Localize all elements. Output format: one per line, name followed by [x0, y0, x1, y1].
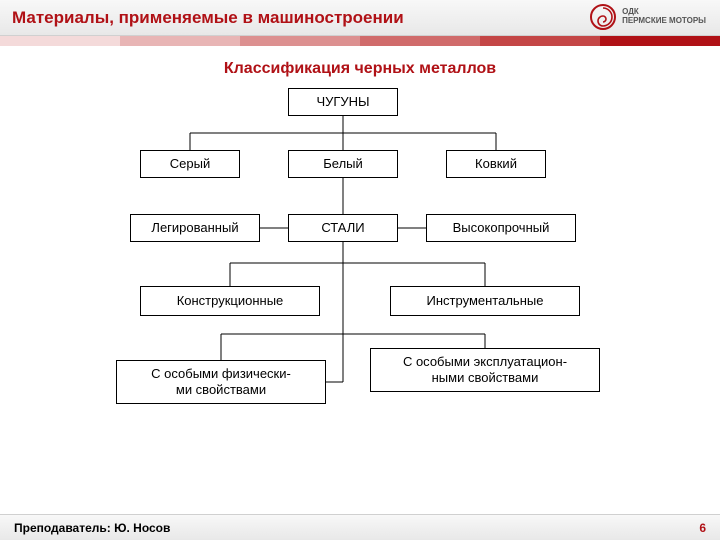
teacher-label: Преподаватель: Ю. Носов — [14, 521, 170, 535]
band-segment — [360, 36, 480, 46]
node-instr: Инструментальные — [390, 286, 580, 316]
node-chuguny: ЧУГУНЫ — [288, 88, 398, 116]
node-kovkiy: Ковкий — [446, 150, 546, 178]
header-title: Материалы, применяемые в машиностроении — [12, 8, 404, 28]
node-belyi: Белый — [288, 150, 398, 178]
footer-bar: Преподаватель: Ю. Носов 6 — [0, 514, 720, 540]
band-segment — [480, 36, 600, 46]
band-segment — [120, 36, 240, 46]
node-ekspl: С особыми эксплуатацион-ными свойствами — [370, 348, 600, 392]
logo-block: ОДК ПЕРМСКИЕ МОТОРЫ — [590, 4, 706, 30]
band-segment — [240, 36, 360, 46]
band-segment — [0, 36, 120, 46]
logo-text: ОДК ПЕРМСКИЕ МОТОРЫ — [622, 8, 706, 26]
node-legir: Легированный — [130, 214, 260, 242]
node-vysoko: Высокопрочный — [426, 214, 576, 242]
logo-swirl-icon — [590, 4, 616, 30]
node-seryi: Серый — [140, 150, 240, 178]
page-number: 6 — [699, 521, 706, 535]
node-fizich: С особыми физически-ми свойствами — [116, 360, 326, 404]
band-segment — [600, 36, 720, 46]
classification-diagram: ЧУГУНЫ Серый Белый Ковкий Легированный СТАЛИ В… — [80, 88, 640, 488]
logo-line2: ПЕРМСКИЕ МОТОРЫ — [622, 17, 706, 26]
red-gradient-band — [0, 36, 720, 46]
header-bar: Материалы, применяемые в машиностроении … — [0, 0, 720, 36]
node-konstr: Конструкционные — [140, 286, 320, 316]
node-stali: СТАЛИ — [288, 214, 398, 242]
subtitle: Классификация черных металлов — [0, 60, 720, 78]
